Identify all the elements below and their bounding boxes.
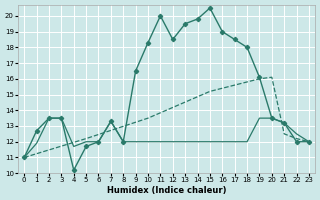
X-axis label: Humidex (Indice chaleur): Humidex (Indice chaleur) bbox=[107, 186, 226, 195]
